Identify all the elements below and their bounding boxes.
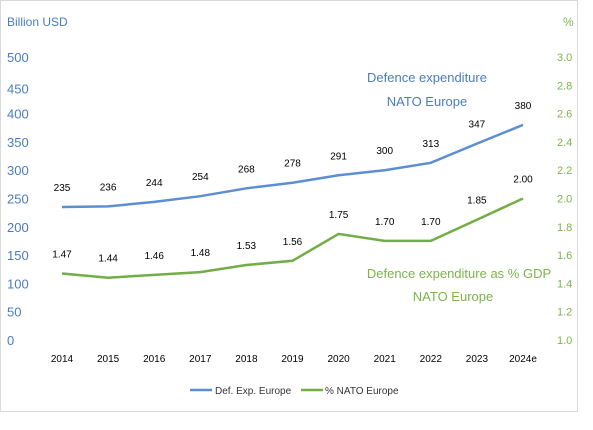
legend: Def. Exp. Europe % NATO Europe (190, 386, 399, 397)
data-label-pct-nato: 2.00 (513, 175, 533, 186)
series-line-pct-nato-europe (61, 197, 524, 279)
right-axis-ticks: 1.0 1.2 1.4 1.6 1.8 2.0 2.2 2.4 2.6 2.8 3.0 (557, 52, 572, 347)
left-tick-label: 0 (7, 333, 14, 348)
left-tick-label: 450 (7, 81, 29, 96)
data-label-def-exp: 313 (422, 139, 439, 150)
data-label-def-exp: 268 (238, 164, 255, 175)
left-tick-label: 200 (7, 220, 29, 235)
x-tick-label: 2018 (235, 354, 258, 365)
data-label-def-exp: 254 (192, 172, 209, 183)
right-tick-label: 1.8 (557, 222, 572, 234)
x-tick-label: 2017 (189, 354, 212, 365)
data-label-def-exp: 235 (54, 183, 71, 194)
data-label-def-exp: 380 (515, 101, 532, 112)
data-label-pct-nato: 1.47 (52, 249, 72, 260)
data-label-pct-nato: 1.44 (98, 254, 118, 265)
x-tick-label: 2021 (374, 354, 397, 365)
left-tick-label: 350 (7, 135, 29, 150)
left-tick-label: 400 (7, 107, 29, 122)
data-label-def-exp: 291 (330, 151, 347, 162)
data-label-pct-nato: 1.85 (467, 196, 487, 207)
annotation-blue-line1: Defence expenditure (367, 70, 487, 85)
legend-label-pct-nato: % NATO Europe (325, 386, 399, 397)
right-tick-label: 1.0 (557, 335, 572, 347)
data-label-def-exp: 236 (100, 182, 117, 193)
data-label-pct-nato: 1.53 (237, 241, 257, 252)
right-tick-label: 2.0 (557, 194, 572, 206)
right-tick-label: 1.6 (557, 250, 572, 262)
x-tick-label: 2019 (281, 354, 304, 365)
data-label-pct-nato: 1.70 (375, 217, 395, 228)
x-tick-label: 2023 (466, 354, 489, 365)
right-tick-label: 2.2 (557, 165, 572, 177)
left-tick-label: 250 (7, 192, 29, 207)
data-label-def-exp: 244 (146, 178, 163, 189)
x-tick-label: 2016 (143, 354, 166, 365)
left-axis-title: Billion USD (7, 15, 68, 29)
data-label-pct-nato: 1.75 (329, 210, 349, 221)
x-tick-label: 2022 (420, 354, 443, 365)
left-axis-ticks: 0 50 100 150 200 250 300 350 400 450 500 (7, 50, 29, 348)
data-label-pct-nato: 1.48 (191, 248, 211, 259)
right-tick-label: 2.8 (557, 80, 572, 92)
annotation-blue-line2: NATO Europe (387, 94, 467, 109)
data-label-def-exp: 278 (284, 159, 301, 170)
data-label-def-exp: 300 (376, 146, 393, 157)
legend-label-def-exp: Def. Exp. Europe (215, 386, 292, 397)
right-tick-label: 1.4 (557, 278, 572, 290)
series-line-def-exp-europe (61, 123, 524, 209)
data-label-pct-nato: 1.70 (421, 217, 441, 228)
data-labels-pct-nato: 1.47 1.44 1.46 1.48 1.53 1.56 1.75 1.70 1.70 1.85… (52, 175, 533, 265)
right-tick-label: 1.2 (557, 307, 572, 319)
left-tick-label: 100 (7, 276, 29, 291)
x-tick-label: 2024e (509, 354, 537, 365)
annotation-green-line1: Defence expenditure as % GDP (367, 266, 551, 281)
annotation-green-line2: NATO Europe (413, 289, 493, 304)
x-tick-label: 2014 (51, 354, 74, 365)
left-tick-label: 500 (7, 50, 29, 65)
data-label-pct-nato: 1.56 (283, 237, 303, 248)
data-labels-def-exp: 235 236 244 254 268 278 291 300 313 347 380 (54, 101, 532, 194)
left-tick-label: 50 (7, 305, 21, 320)
left-tick-label: 300 (7, 163, 29, 178)
right-tick-label: 3.0 (557, 52, 572, 64)
data-label-def-exp: 347 (469, 120, 486, 131)
x-axis-ticks: 2014 2015 2016 2017 2018 2019 2020 2021 2022 2023… (51, 354, 537, 365)
data-label-pct-nato: 1.46 (144, 251, 164, 262)
left-tick-label: 150 (7, 248, 29, 263)
x-tick-label: 2015 (97, 354, 120, 365)
right-axis-title: % (563, 15, 574, 29)
right-tick-label: 2.6 (557, 109, 572, 121)
right-tick-label: 2.4 (557, 137, 572, 149)
x-tick-label: 2020 (327, 354, 350, 365)
